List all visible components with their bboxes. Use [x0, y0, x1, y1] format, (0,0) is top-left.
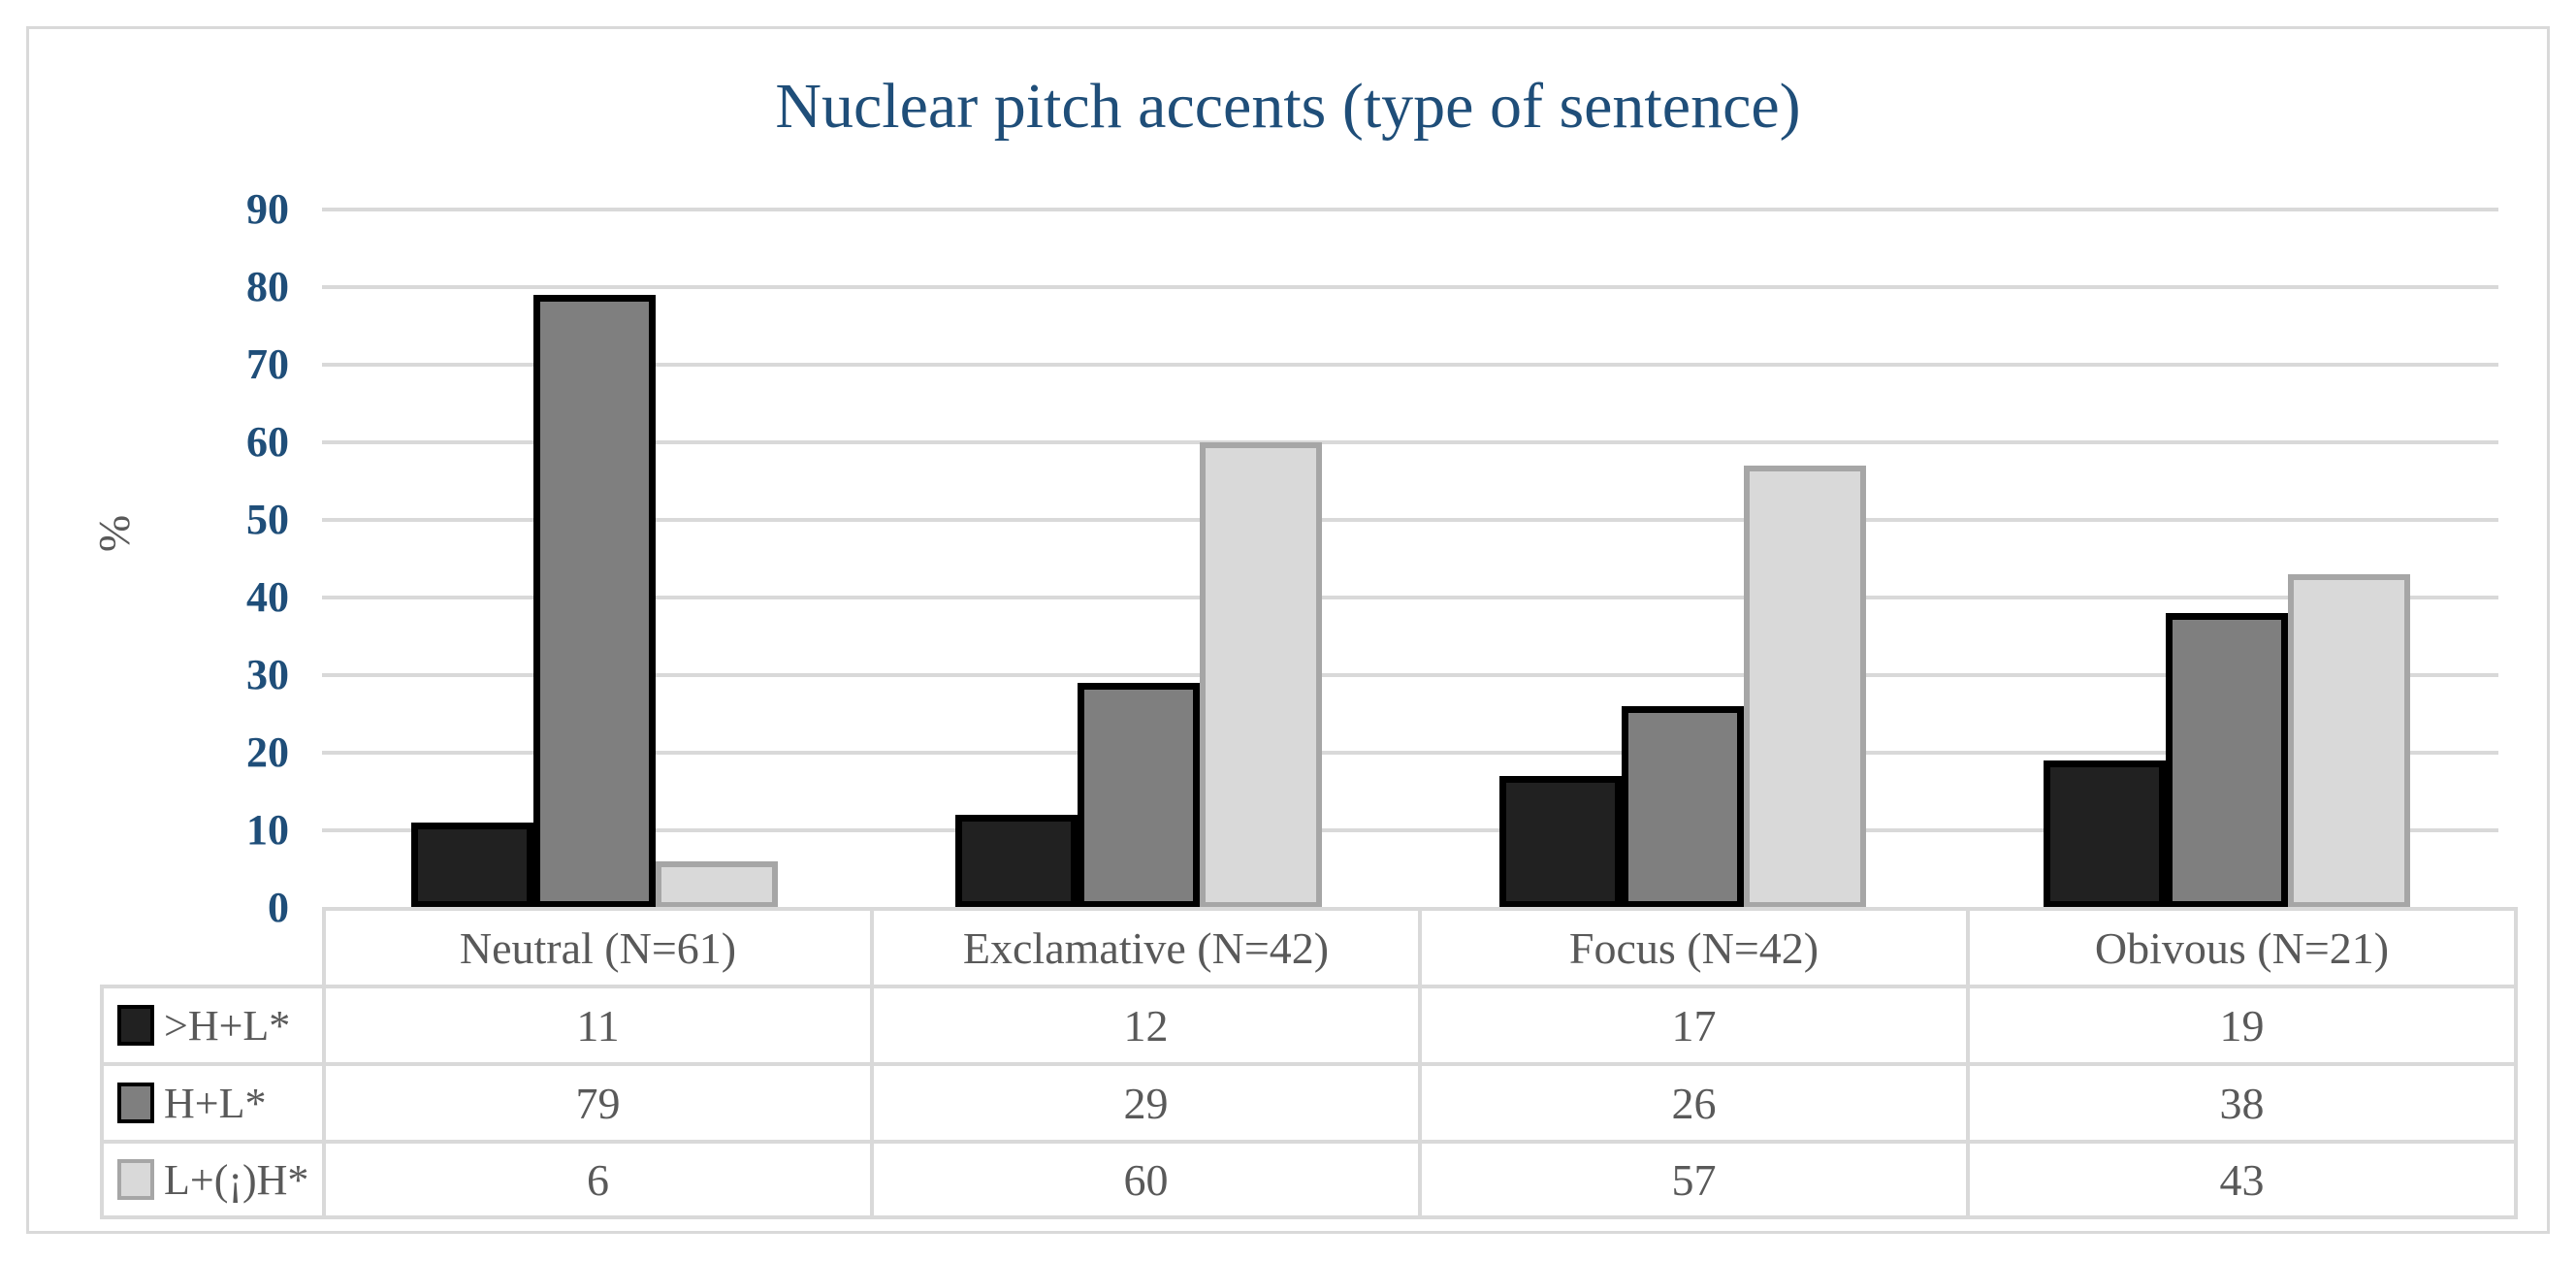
bar-series1-group1 [411, 823, 533, 908]
bar-series2-group3 [1622, 706, 1744, 908]
legend-label: H+L* [164, 1079, 267, 1127]
y-tick-label-80: 80 [246, 263, 289, 310]
data-table: Neutral (N=61) Exclamative (N=42) Focus (N… [100, 907, 2518, 1219]
y-tick-label-0: 0 [268, 884, 289, 931]
value-cell-s2-g2: 29 [870, 1062, 1422, 1144]
bar-series1-group3 [1499, 776, 1622, 908]
gridline-y70 [322, 363, 2498, 367]
data-table-region: Neutral (N=61) Exclamative (N=42) Focus (N… [100, 907, 2518, 1219]
y-tick-label-10: 10 [246, 806, 289, 854]
value-cell-s3-g3: 57 [1418, 1140, 1970, 1219]
bar-series1-group4 [2044, 760, 2166, 908]
bar-series3-group2 [1200, 442, 1322, 908]
y-tick-label-60: 60 [246, 418, 289, 466]
column-header-3: Focus (N=42) [1418, 907, 1970, 988]
legend-swatch-icon [117, 1158, 154, 1200]
bar-series2-group1 [533, 295, 656, 908]
bar-series3-group3 [1744, 466, 1866, 908]
column-header-2: Exclamative (N=42) [870, 907, 1422, 988]
bar-series2-group4 [2166, 613, 2288, 908]
table-row-series3: L+(¡)H* 6 60 57 43 [100, 1140, 2518, 1219]
value-cell-s2-g1: 79 [322, 1062, 874, 1144]
column-header-1: Neutral (N=61) [322, 907, 874, 988]
value-cell-s2-g4: 38 [1966, 1062, 2518, 1144]
y-tick-label-50: 50 [246, 496, 289, 543]
value-cell-s1-g1: 11 [322, 985, 874, 1066]
y-tick-label-70: 70 [246, 340, 289, 388]
y-tick-label-30: 30 [246, 651, 289, 698]
legend-swatch-icon [117, 1004, 154, 1046]
bar-series2-group2 [1078, 683, 1200, 908]
legend-cell-series2: H+L* [100, 1062, 326, 1144]
chart-title: Nuclear pitch accents (type of sentence) [775, 71, 1801, 142]
bar-series3-group4 [2288, 574, 2410, 908]
legend-swatch-icon [117, 1082, 154, 1123]
y-tick-label-40: 40 [246, 573, 289, 621]
legend-label: >H+L* [164, 1001, 291, 1050]
table-row-series1: >H+L* 11 12 17 19 [100, 985, 2518, 1066]
table-row-series2: H+L* 79 29 26 38 [100, 1062, 2518, 1144]
y-tick-label-20: 20 [246, 728, 289, 776]
value-cell-s3-g4: 43 [1966, 1140, 2518, 1219]
gridline-y30 [322, 673, 2498, 677]
legend-cell-series3: L+(¡)H* [100, 1140, 326, 1219]
gridline-y40 [322, 596, 2498, 599]
bar-series1-group2 [955, 815, 1078, 908]
gridline-y90 [322, 208, 2498, 211]
gridline-y80 [322, 285, 2498, 289]
gridline-y60 [322, 440, 2498, 444]
legend-cell-series1: >H+L* [100, 985, 326, 1066]
value-cell-s3-g1: 6 [322, 1140, 874, 1219]
legend-label: L+(¡)H* [164, 1155, 309, 1204]
gridline-y50 [322, 518, 2498, 522]
value-cell-s1-g4: 19 [1966, 985, 2518, 1066]
chart-frame: Nuclear pitch accents (type of sentence)… [26, 26, 2550, 1234]
value-cell-s3-g2: 60 [870, 1140, 1422, 1219]
column-header-4: Obivous (N=21) [1966, 907, 2518, 988]
value-cell-s1-g3: 17 [1418, 985, 1970, 1066]
gridline-y20 [322, 751, 2498, 755]
value-cell-s1-g2: 12 [870, 985, 1422, 1066]
gridline-y10 [322, 828, 2498, 832]
bar-series3-group1 [656, 861, 778, 908]
y-tick-label-90: 90 [246, 185, 289, 233]
value-cell-s2-g3: 26 [1418, 1062, 1970, 1144]
table-corner-cell [102, 909, 324, 986]
